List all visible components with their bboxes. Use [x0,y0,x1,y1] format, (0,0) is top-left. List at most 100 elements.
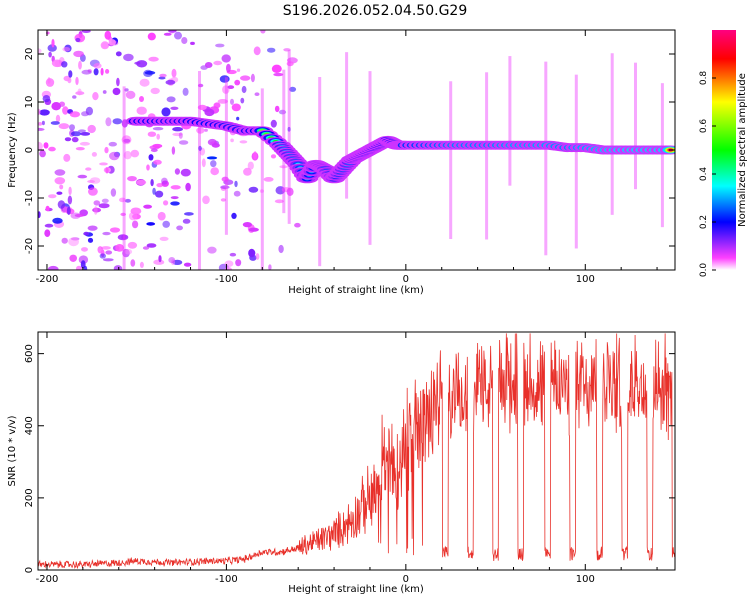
noise-blob [124,88,129,92]
y-tick-label: 0 [24,147,35,153]
noise-blob [91,152,97,157]
noise-blob [204,128,208,132]
noise-blob [226,63,231,73]
noise-blob [259,189,264,193]
noise-blob [230,138,234,143]
spectrogram-y-label: Frequency (Hz) [7,112,18,188]
noise-blob [110,188,117,197]
noise-blob [45,78,55,87]
noise-blob [210,160,217,168]
noise-blob [198,145,202,151]
noise-blob [236,116,240,121]
noise-blob [241,85,247,94]
noise-blob [62,106,69,115]
noise-blob [201,158,206,168]
y-tick-label: -10 [24,190,35,206]
noise-blob [159,236,169,241]
noise-blob [62,47,71,52]
noise-blob [247,161,254,170]
noise-blob [102,258,114,262]
noise-blob [182,218,191,224]
noise-blob [104,146,109,154]
noise-blob [104,30,112,40]
noise-blob [165,79,176,85]
noise-blob [52,217,63,224]
noise-blob [230,98,234,105]
noise-blob [39,109,50,116]
colorbar-tick-label: 0.6 [699,119,709,134]
noise-blob [235,259,242,267]
noise-blob [67,195,73,205]
noise-blob [148,154,154,161]
noise-blob [42,95,51,103]
x-tick-label: -100 [215,274,238,285]
spectral-streak [485,72,489,240]
noise-blob [185,182,191,192]
colorbar-tick-label: 0.4 [699,167,709,182]
noise-blob [130,149,140,158]
noise-blob [124,198,131,203]
noise-blob [168,257,176,264]
noise-blob [68,186,72,196]
noise-blob [66,206,71,215]
noise-blob [105,117,112,127]
noise-blob [213,102,221,109]
spectral-streak [368,71,372,245]
noise-blob [243,167,252,176]
noise-blob [240,75,251,81]
noise-blob [202,195,210,205]
colorbar-tick-label: 0.0 [699,263,709,278]
noise-blob [176,225,184,231]
y-tick-label: -20 [24,238,35,254]
noise-blob [142,246,150,250]
noise-blob [48,51,52,58]
noise-blob [229,252,237,257]
noise-blob [270,119,277,128]
noise-blob [125,90,136,99]
noise-blob [89,177,101,184]
noise-blob [57,200,66,209]
noise-blob [220,198,226,202]
noise-blob [58,123,70,130]
noise-blob [43,142,49,149]
noise-blob [77,174,88,179]
noise-blob [77,88,82,96]
noise-blob [182,87,189,96]
noise-blob [56,191,63,195]
noise-blob [289,86,297,92]
spectral-streak [198,71,201,270]
spectral-streak [122,86,126,270]
noise-blob [87,225,98,231]
noise-blob [78,60,82,70]
noise-blob [68,237,79,247]
noise-blob [99,253,107,259]
noise-blob [59,184,64,190]
spectral-streak [574,74,578,249]
spectral-streak [287,50,291,224]
noise-blob [158,255,162,263]
noise-blob [294,222,301,228]
noise-blob [105,69,110,74]
noise-blob [98,203,110,209]
noise-blob [204,62,213,68]
x-tick-label: 100 [576,574,595,585]
snr-x-ticks: -200 -100 0 100 [36,332,658,585]
noise-blob [44,229,51,237]
spectral-streak [610,53,614,215]
noise-blob [170,106,179,111]
noise-blob [286,61,294,67]
noise-blob [152,143,163,149]
noise-blob [48,146,56,152]
noise-blob [115,51,122,57]
noise-blob [146,164,150,171]
noise-blob [112,87,121,96]
noise-blob [233,190,241,197]
noise-blob [221,54,231,63]
noise-blob [48,194,57,199]
spectrogram-x-ticks: -200 -100 0 100 [36,30,658,285]
x-tick-label: -100 [215,574,238,585]
noise-blob [146,243,157,248]
noise-blob [41,120,45,126]
noise-blob [101,246,111,250]
